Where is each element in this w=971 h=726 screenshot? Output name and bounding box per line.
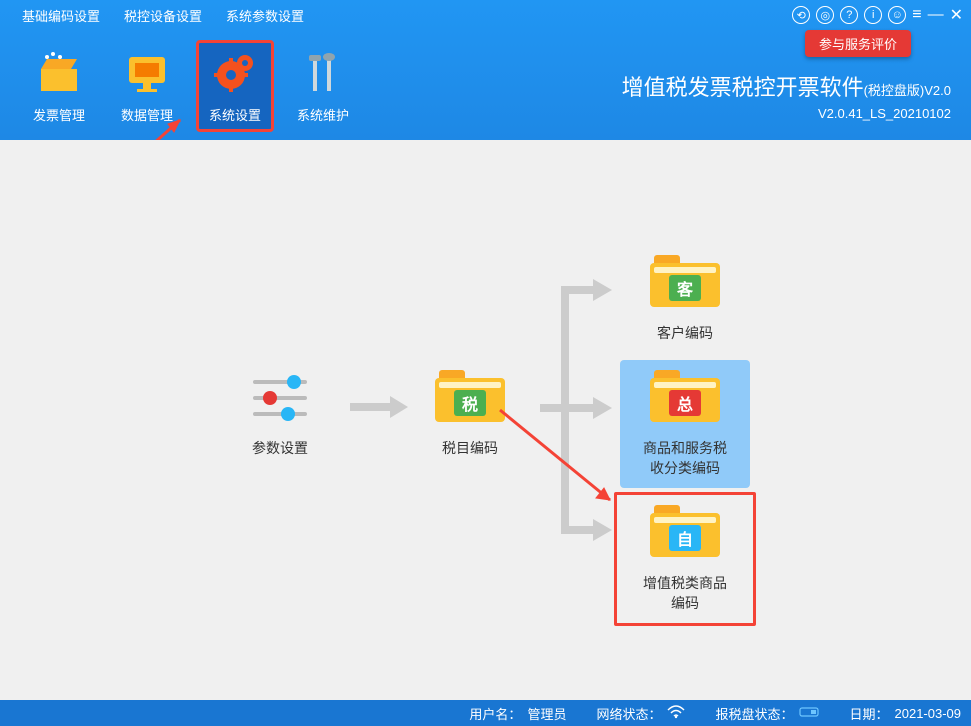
- annotation-arrow-2: [490, 400, 630, 520]
- main-content: 参数设置 税 税目编码: [0, 140, 971, 700]
- nav-label: 系统设置: [209, 105, 261, 124]
- service-rating-badge[interactable]: 参与服务评价: [805, 30, 911, 57]
- app-version: V2.0.41_LS_20210102: [622, 106, 951, 121]
- status-network: 网络状态：: [596, 704, 685, 723]
- menu-system-params[interactable]: 系统参数设置: [214, 6, 316, 25]
- flow-customer-code[interactable]: 客 客户编码: [620, 255, 750, 343]
- flow-param-settings[interactable]: 参数设置: [215, 370, 345, 458]
- titlebar-info-icon[interactable]: i: [864, 6, 882, 24]
- tools-icon: [299, 49, 347, 97]
- flow-label: 客户编码: [620, 323, 750, 343]
- menu-tax-device[interactable]: 税控设备设置: [112, 6, 214, 25]
- minimize-button[interactable]: —: [928, 6, 944, 24]
- folder-icon: 自: [650, 505, 720, 555]
- titlebar-controls: ⟲ ◎ ? i ☺ ≡ — ✕: [792, 6, 963, 24]
- titlebar-menu-icon[interactable]: ≡: [912, 6, 921, 24]
- flow-label-line1: 商品和服务税: [620, 438, 750, 458]
- sliders-icon: [245, 370, 315, 426]
- titlebar-target-icon[interactable]: ◎: [816, 6, 834, 24]
- nav-system-maintenance[interactable]: 系统维护: [284, 40, 362, 132]
- app-edition: (税控盘版)V2.0: [864, 83, 951, 98]
- menu-basic-encoding[interactable]: 基础编码设置: [10, 6, 112, 25]
- status-user: 用户名：管理员: [469, 704, 566, 723]
- app-title: 增值税发票税控开票软件: [622, 75, 864, 100]
- status-tax-disk: 报税盘状态：: [715, 704, 819, 723]
- status-date: 日期：2021-03-09: [849, 704, 961, 723]
- flow-label-line1: 增值税类商品: [617, 573, 753, 593]
- status-bar: 用户名：管理员 网络状态： 报税盘状态： 日期：2021-03-09: [0, 700, 971, 726]
- flow-arrow-icon: [350, 392, 410, 422]
- nav-system-settings[interactable]: 系统设置: [196, 40, 274, 132]
- flow-goods-service-tax[interactable]: 总 商品和服务税 收分类编码: [620, 360, 750, 488]
- titlebar-help-icon[interactable]: ?: [840, 6, 858, 24]
- nav-label: 发票管理: [33, 105, 85, 124]
- titlebar-sync-icon[interactable]: ⟲: [792, 6, 810, 24]
- app-title-block: 增值税发票税控开票软件(税控盘版)V2.0 V2.0.41_LS_2021010…: [622, 70, 951, 121]
- close-button[interactable]: ✕: [950, 6, 963, 24]
- flow-label-line2: 收分类编码: [620, 458, 750, 478]
- titlebar-user-icon[interactable]: ☺: [888, 6, 906, 24]
- gear-icon: [211, 49, 259, 97]
- flow-label-line2: 编码: [617, 593, 753, 613]
- folder-icon: 总: [650, 370, 720, 420]
- nav-label: 系统维护: [297, 105, 349, 124]
- folder-icon: 客: [650, 255, 720, 305]
- box-icon: [35, 49, 83, 97]
- flow-label: 参数设置: [215, 438, 345, 458]
- wifi-icon: [667, 705, 685, 722]
- monitor-icon: [123, 49, 171, 97]
- disk-icon: [799, 706, 819, 721]
- flow-vat-goods-code[interactable]: 自 增值税类商品 编码: [614, 492, 756, 626]
